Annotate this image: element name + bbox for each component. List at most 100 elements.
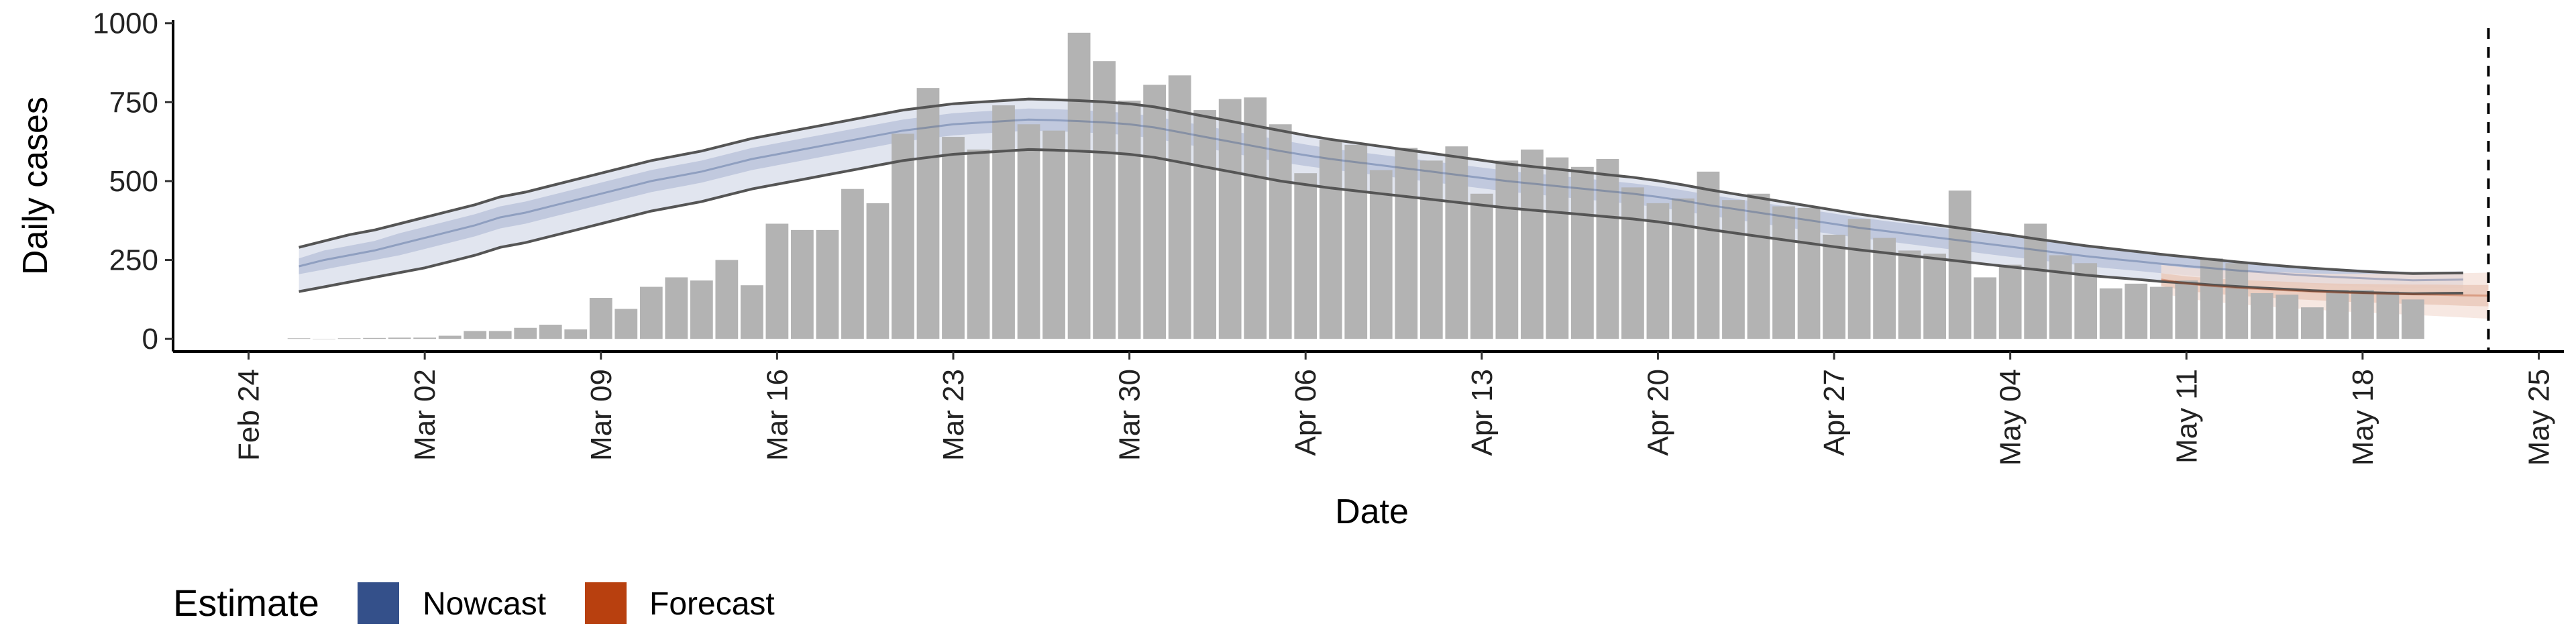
bar	[388, 337, 411, 339]
bar	[1697, 171, 1720, 339]
bar	[791, 229, 814, 339]
legend-label-nowcast: Nowcast	[423, 586, 546, 622]
y-tick-label: 750	[109, 86, 158, 119]
bar	[1672, 198, 1695, 339]
nowcast-median-line	[299, 118, 2463, 282]
bar	[992, 105, 1015, 339]
x-tick-label: Mar 02	[409, 369, 441, 461]
forecast-median-line	[2161, 278, 2489, 297]
bar	[1168, 75, 1191, 339]
y-tick-label: 1000	[93, 7, 158, 40]
bar	[614, 309, 638, 339]
bar	[1369, 170, 1393, 339]
bar	[1546, 157, 1569, 339]
legend-swatch-forecast	[585, 582, 627, 624]
bar	[765, 223, 789, 339]
bar	[488, 331, 512, 339]
bar	[639, 286, 663, 339]
bar	[564, 329, 588, 339]
bar	[1646, 203, 1670, 339]
bar	[1319, 140, 1342, 339]
nowcast-lower-bound-line	[299, 148, 2463, 295]
bar	[1998, 264, 2022, 339]
bar	[1269, 124, 1292, 339]
bar	[1948, 191, 1972, 339]
bar	[514, 327, 537, 339]
bar	[1621, 187, 1644, 339]
x-tick-label: Mar 09	[585, 369, 618, 461]
bar	[1218, 99, 1242, 339]
legend-title: Estimate	[173, 582, 319, 624]
y-tick-label: 0	[142, 323, 158, 356]
bar	[942, 137, 965, 339]
bar	[1419, 160, 1443, 339]
x-tick-label: May 18	[2347, 369, 2379, 466]
nowcast-upper-bound-line	[299, 97, 2463, 275]
bar	[1470, 193, 1493, 339]
bar	[1344, 144, 1368, 339]
bar	[287, 338, 311, 339]
bar	[1244, 97, 1267, 339]
x-tick-label: Mar 16	[761, 369, 794, 461]
bar	[1042, 130, 1065, 339]
x-axis-title: Date	[1335, 492, 1409, 531]
bar	[1495, 160, 1519, 339]
legend: Estimate Nowcast Forecast	[173, 582, 775, 624]
bar	[916, 88, 940, 339]
bar	[816, 229, 839, 339]
bar	[2326, 290, 2349, 339]
x-tick-label: Mar 30	[1114, 369, 1146, 461]
bar	[2300, 307, 2324, 339]
bar-series	[287, 32, 2424, 339]
bar	[2049, 255, 2072, 339]
bar	[539, 325, 562, 339]
bar	[1974, 277, 1997, 339]
bar	[740, 285, 763, 339]
x-tick-label: May 04	[1994, 369, 2027, 466]
bar	[1093, 61, 1116, 339]
axes	[172, 20, 2564, 353]
tick-labels: 0 250 500 750 1000 Feb 24 Mar 02 Mar 09 Mar 16 Ma…	[93, 7, 2555, 466]
bar	[2024, 223, 2047, 339]
bar	[1797, 207, 1821, 339]
x-tick-label: Apr 13	[1466, 369, 1499, 456]
line-series	[299, 97, 2489, 297]
bar	[1823, 234, 1845, 339]
bar	[2225, 263, 2249, 339]
bar	[1571, 166, 1594, 339]
bar	[715, 260, 739, 339]
uncertainty-bands	[299, 99, 2489, 319]
bar	[1445, 146, 1468, 339]
bar	[1520, 149, 1544, 339]
bar	[1143, 85, 1166, 339]
y-tick-label: 250	[109, 244, 158, 277]
bar	[1722, 200, 1745, 339]
bar	[2125, 283, 2148, 339]
bar	[1772, 206, 1795, 339]
y-tick-label: 500	[109, 165, 158, 198]
bar	[2275, 294, 2299, 339]
bar	[2200, 258, 2223, 339]
bar	[1294, 173, 1318, 339]
bar	[1118, 100, 1141, 339]
bar	[1193, 110, 1217, 339]
bar	[363, 337, 386, 339]
legend-swatch-nowcast	[358, 582, 399, 624]
x-tick-label: May 11	[2170, 369, 2203, 464]
bar	[1395, 148, 1418, 339]
x-tick-label: Apr 06	[1289, 369, 1322, 456]
bar	[1067, 32, 1091, 339]
x-tick-label: Mar 23	[937, 369, 970, 461]
bar	[2099, 288, 2123, 339]
legend-label-forecast: Forecast	[649, 586, 775, 622]
bar	[438, 335, 462, 339]
nowcast-inner-band	[299, 108, 2463, 288]
bar	[1017, 124, 1040, 339]
bar	[1898, 250, 1921, 339]
bar	[690, 280, 713, 339]
bar	[2175, 280, 2198, 339]
bar	[1596, 159, 1619, 339]
bar	[1847, 219, 1871, 339]
bar	[967, 149, 990, 339]
